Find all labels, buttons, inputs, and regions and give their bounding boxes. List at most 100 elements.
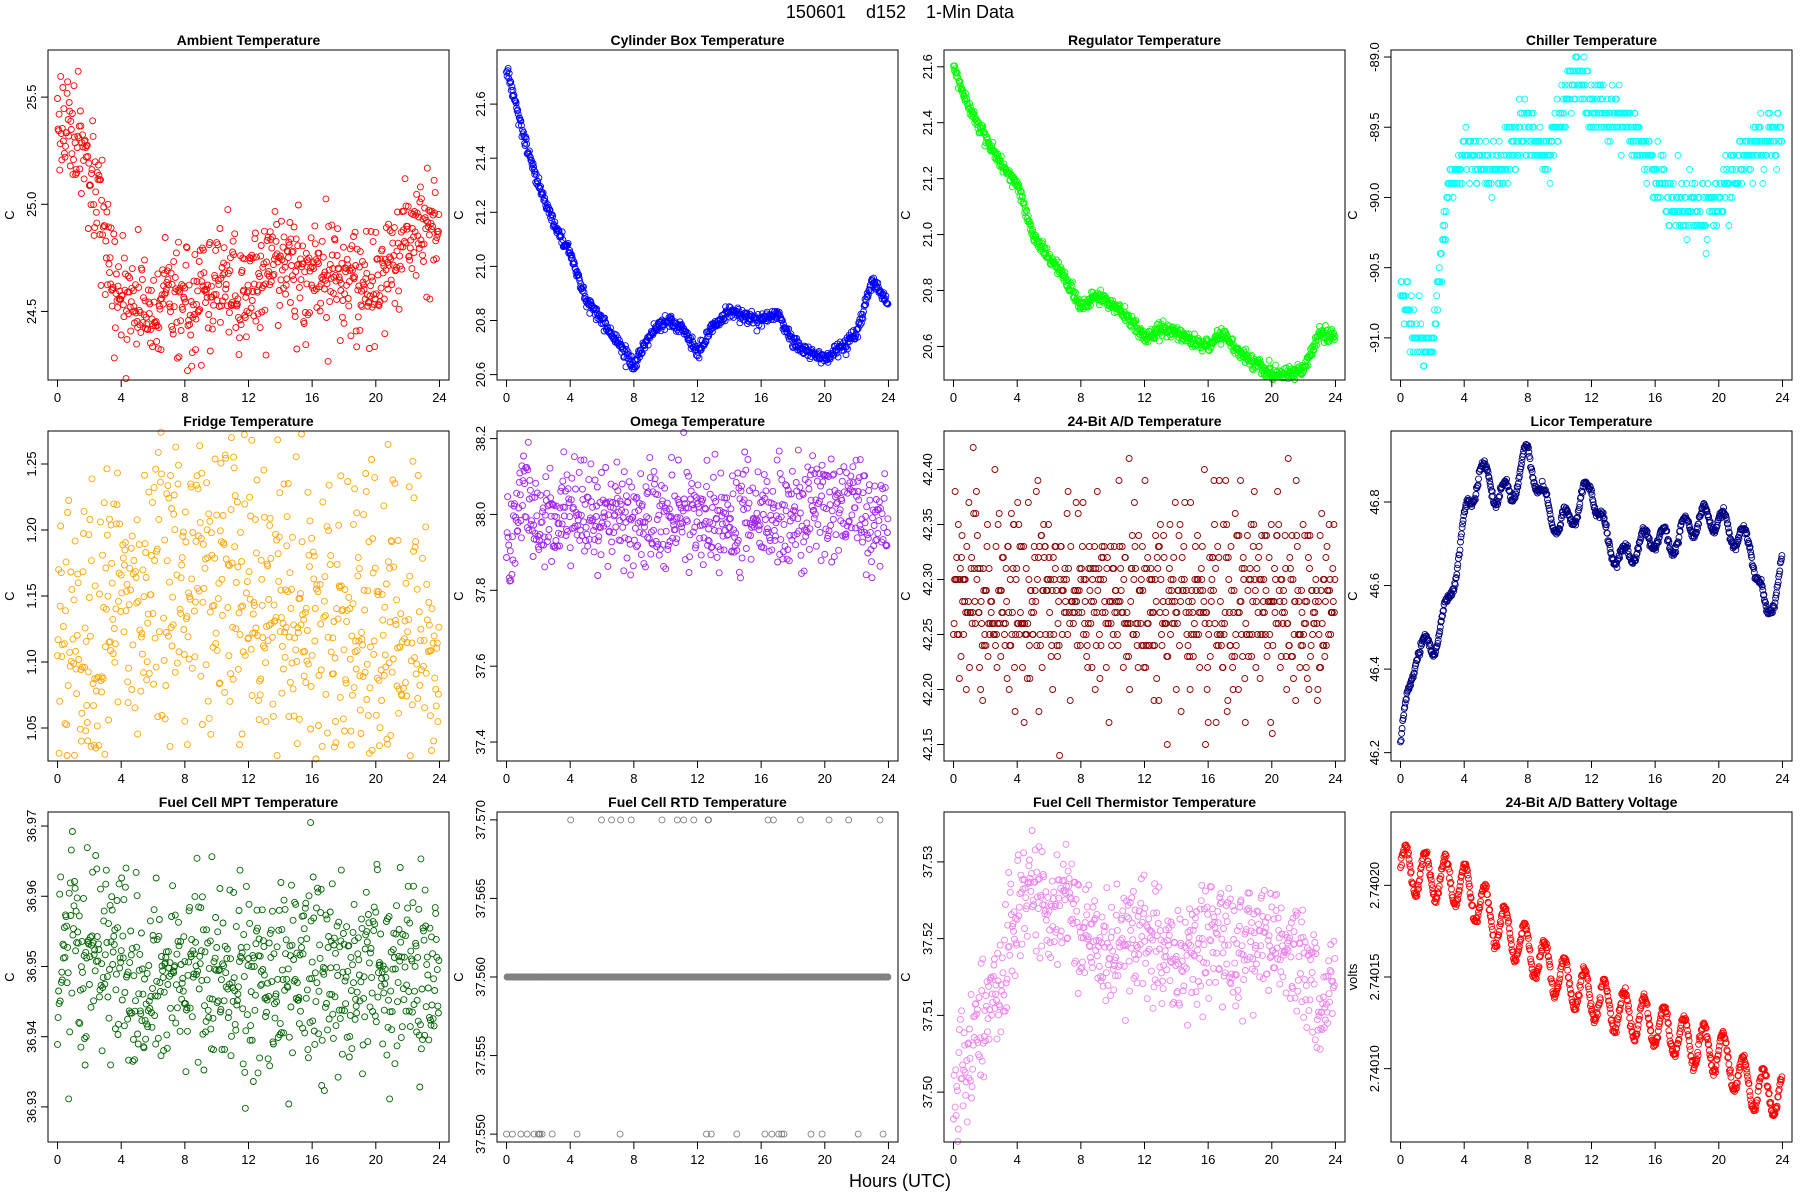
data-point <box>1702 250 1710 258</box>
data-point <box>775 447 783 455</box>
data-point <box>389 239 397 247</box>
data-point <box>83 141 91 149</box>
data-point <box>274 258 282 266</box>
data-point <box>85 159 93 167</box>
data-point <box>72 647 80 655</box>
data-point <box>1188 598 1196 605</box>
data-point <box>508 533 516 541</box>
data-point <box>115 263 122 271</box>
data-point <box>270 270 278 278</box>
data-point <box>184 633 192 641</box>
data-points <box>950 62 1339 384</box>
data-point <box>310 287 318 295</box>
data-point <box>220 244 228 252</box>
data-point <box>143 676 151 684</box>
data-point <box>217 459 225 467</box>
data-point <box>680 428 688 436</box>
data-point <box>93 219 101 227</box>
data-point <box>1055 598 1063 605</box>
data-point <box>86 181 94 189</box>
y-tick-label: 25.0 <box>24 192 39 217</box>
data-point <box>344 478 352 485</box>
data-point <box>139 566 147 574</box>
data-point <box>341 586 349 593</box>
data-point <box>777 536 785 544</box>
data-point <box>138 276 146 284</box>
data-point <box>315 249 323 257</box>
y-tick-label: 20.8 <box>473 308 488 333</box>
data-point <box>382 266 390 274</box>
data-point <box>173 571 181 579</box>
x-tick-label: 12 <box>241 390 255 405</box>
data-point <box>98 156 106 164</box>
data-point <box>1038 664 1046 671</box>
data-point <box>328 251 336 259</box>
data-point <box>1079 499 1087 506</box>
data-point <box>1153 554 1161 561</box>
figure-title: 150601 d152 1-Min Data <box>785 2 1015 22</box>
data-point <box>263 237 271 244</box>
data-point <box>67 568 75 576</box>
data-point <box>259 263 267 271</box>
data-point <box>141 256 148 264</box>
data-point <box>90 231 98 239</box>
data-point <box>325 222 333 230</box>
data-point <box>1046 609 1054 616</box>
data-point <box>126 564 134 572</box>
data-point <box>229 237 237 245</box>
data-point <box>182 538 190 546</box>
data-point <box>361 606 369 614</box>
data-point <box>99 551 107 559</box>
data-point <box>380 295 388 303</box>
data-point <box>671 492 679 500</box>
data-point <box>809 452 817 460</box>
data-point <box>90 702 98 710</box>
data-point <box>621 508 629 516</box>
data-points <box>54 428 443 763</box>
data-point <box>1205 631 1213 638</box>
data-point <box>130 557 138 564</box>
data-point <box>797 551 805 559</box>
data-point <box>1024 499 1032 506</box>
x-tick-label: 20 <box>1712 390 1726 405</box>
data-point <box>647 550 655 558</box>
data-point <box>817 557 825 565</box>
data-point <box>620 468 628 476</box>
y-axis-label: C <box>898 210 913 219</box>
data-point <box>317 299 325 307</box>
data-point <box>431 189 439 197</box>
data-point <box>63 129 71 137</box>
data-point <box>1215 554 1223 561</box>
data-point <box>414 472 422 479</box>
data-point <box>170 303 178 311</box>
data-point <box>204 324 212 332</box>
data-point <box>71 751 78 759</box>
data-point <box>170 510 178 518</box>
data-point <box>73 144 81 152</box>
data-point <box>77 190 85 197</box>
data-point <box>752 489 760 497</box>
data-point <box>88 557 95 565</box>
data-point <box>201 564 209 572</box>
data-point <box>85 531 93 539</box>
data-point <box>1757 109 1765 117</box>
data-point <box>683 468 691 476</box>
data-point <box>1103 565 1111 572</box>
x-tick-label: 0 <box>54 771 61 786</box>
data-point <box>221 688 229 696</box>
data-point <box>125 601 133 609</box>
data-point <box>1078 543 1086 550</box>
data-point <box>303 280 311 288</box>
data-point <box>567 562 575 570</box>
data-point <box>547 494 555 502</box>
data-point <box>223 302 231 310</box>
data-point <box>311 222 319 230</box>
data-point <box>308 534 316 542</box>
data-point <box>138 266 146 274</box>
data-points <box>1397 53 1786 370</box>
data-point <box>753 509 761 517</box>
data-point <box>955 675 963 682</box>
data-point <box>171 668 179 676</box>
data-point <box>568 474 576 482</box>
data-point <box>398 265 406 273</box>
